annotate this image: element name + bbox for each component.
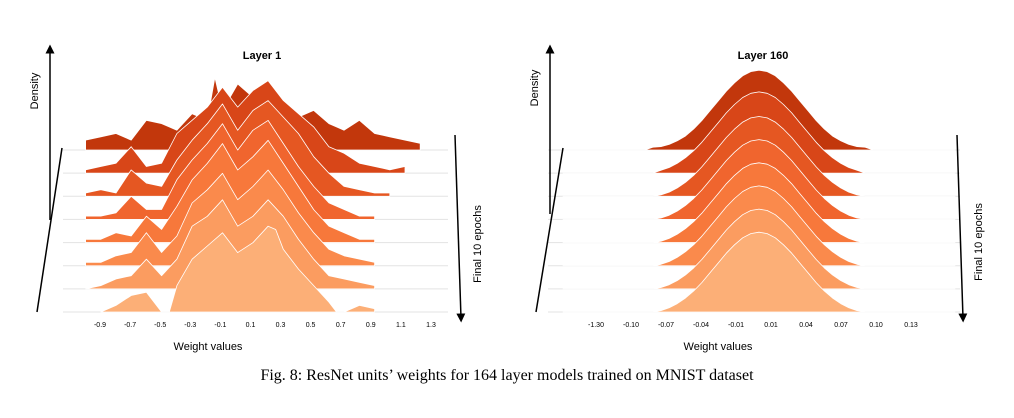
- chart-title: Layer 1: [243, 50, 282, 62]
- x-tick-label: 0.01: [764, 322, 778, 329]
- epochs-axis-arrow: [956, 134, 968, 323]
- chart-layer-160: Layer 160 -1.30 -0.10 -0.07 -0.04 -0.01 0.01 0…: [529, 44, 985, 353]
- ridge-epoch-8: [562, 231, 956, 313]
- x-tick-label: 0.07: [834, 322, 848, 329]
- x-tick-label: -0.7: [124, 322, 136, 329]
- y-axis-label: Density: [29, 72, 41, 109]
- z-axis-label: Final 10 epochs: [472, 205, 484, 283]
- x-tick-labels: -0.9 -0.7 -0.5 -0.3 -0.1 0.1 0.3 0.5 0.7 0.9 1.1 1.…: [94, 322, 436, 329]
- x-axis-label: Weight values: [174, 341, 243, 353]
- x-tick-label: 0.7: [336, 322, 346, 329]
- x-tick-label: 0.1: [246, 322, 256, 329]
- x-tick-label: -0.01: [728, 322, 744, 329]
- epochs-axis-arrow: [454, 134, 466, 323]
- x-tick-label: 0.3: [276, 322, 286, 329]
- x-tick-label: 0.04: [799, 322, 813, 329]
- x-tick-label: -0.5: [154, 322, 166, 329]
- ridge-epoch-8: [100, 225, 375, 313]
- depth-axis-line: [36, 147, 63, 313]
- x-tick-label: 0.10: [869, 322, 883, 329]
- x-tick-label: 0.13: [904, 322, 918, 329]
- ridge-epoch-3: [85, 100, 391, 197]
- x-tick-label: -0.10: [623, 322, 639, 329]
- x-tick-label: 0.5: [306, 322, 316, 329]
- x-tick-label: -1.30: [588, 322, 604, 329]
- figure-caption: Fig. 8: ResNet units’ weights for 164 la…: [260, 367, 754, 384]
- y-axis-label: Density: [529, 69, 541, 106]
- x-tick-label: 1.1: [396, 322, 406, 329]
- depth-axis-line: [535, 147, 564, 313]
- x-tick-label: 1.3: [426, 322, 436, 329]
- x-tick-label: -0.9: [94, 322, 106, 329]
- z-axis-label: Final 10 epochs: [973, 203, 985, 281]
- ridge-group: [63, 77, 448, 313]
- x-axis-label: Weight values: [684, 341, 753, 353]
- x-tick-label: -0.3: [184, 322, 196, 329]
- x-tick-labels: -1.30 -0.10 -0.07 -0.04 -0.01 0.01 0.04 0.07 0.1…: [588, 322, 918, 329]
- x-tick-label: -0.1: [214, 322, 226, 329]
- ridge-group: [548, 69, 960, 313]
- chart-layer-1: Layer 1 -0.9 -0.7 -0.5 -0.3 -0.1 0.1 0.3 0.5 0.7…: [29, 44, 484, 353]
- chart-title: Layer 160: [738, 50, 789, 62]
- x-tick-label: -0.07: [658, 322, 674, 329]
- x-tick-label: -0.04: [693, 322, 709, 329]
- x-tick-label: 0.9: [366, 322, 376, 329]
